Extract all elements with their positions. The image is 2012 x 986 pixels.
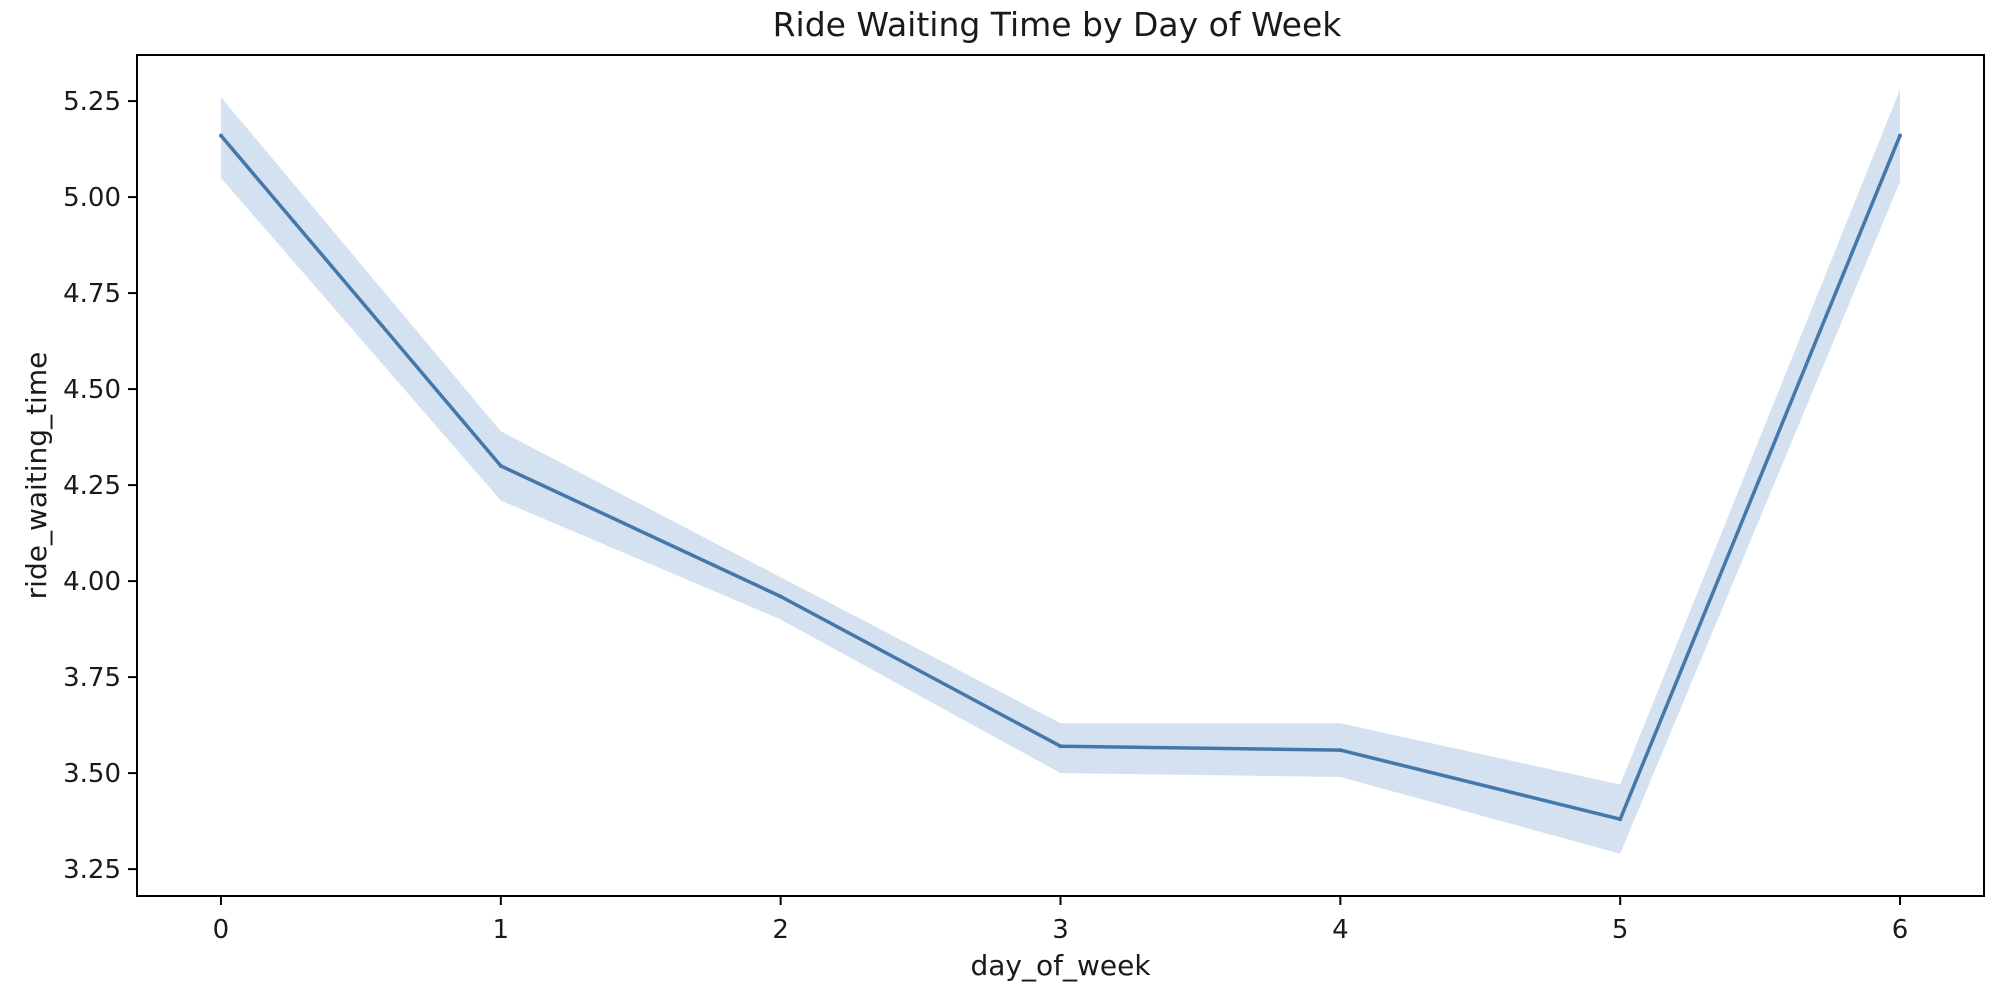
data-point-0-4 — [1338, 748, 1343, 753]
y-axis-title: ride_waiting_time — [20, 352, 53, 600]
data-point-0-2 — [778, 594, 783, 599]
y-axis-ticks: 3.25 3.50 3.75 4.00 4.25 4.50 4.75 5.00 5.25 — [63, 87, 137, 885]
y-tick-label-8: 5.25 — [63, 87, 121, 117]
data-point-0-0 — [219, 133, 223, 138]
y-tick-label-6: 4.75 — [63, 279, 121, 309]
y-tick-label-3: 4.00 — [63, 567, 121, 597]
y-tick-label-5: 4.50 — [63, 375, 121, 405]
x-tick-label-3: 3 — [1052, 915, 1069, 945]
y-tick-label-0: 3.25 — [63, 855, 121, 885]
series-line-layer — [219, 133, 1902, 822]
y-tick-label-2: 3.75 — [63, 663, 121, 693]
x-tick-label-5: 5 — [1612, 915, 1629, 945]
y-tick-label-4: 4.25 — [63, 471, 121, 501]
x-tick-label-4: 4 — [1332, 915, 1349, 945]
chart-title: Ride Waiting Time by Day of Week — [773, 5, 1343, 44]
data-point-0-6 — [1898, 133, 1902, 138]
confidence-band-layer — [221, 89, 1900, 854]
x-tick-label-6: 6 — [1892, 915, 1909, 945]
data-point-0-5 — [1618, 817, 1623, 822]
data-point-0-3 — [1058, 744, 1063, 749]
x-tick-label-0: 0 — [213, 915, 230, 945]
x-tick-label-1: 1 — [493, 915, 510, 945]
y-tick-label-1: 3.50 — [63, 759, 121, 789]
data-point-0-1 — [498, 463, 503, 468]
confidence-band-0 — [221, 89, 1900, 854]
x-axis-title: day_of_week — [970, 949, 1151, 982]
y-tick-label-7: 5.00 — [63, 183, 121, 213]
x-axis-ticks: 0 1 2 3 4 5 6 — [213, 896, 1909, 945]
x-tick-label-2: 2 — [772, 915, 789, 945]
